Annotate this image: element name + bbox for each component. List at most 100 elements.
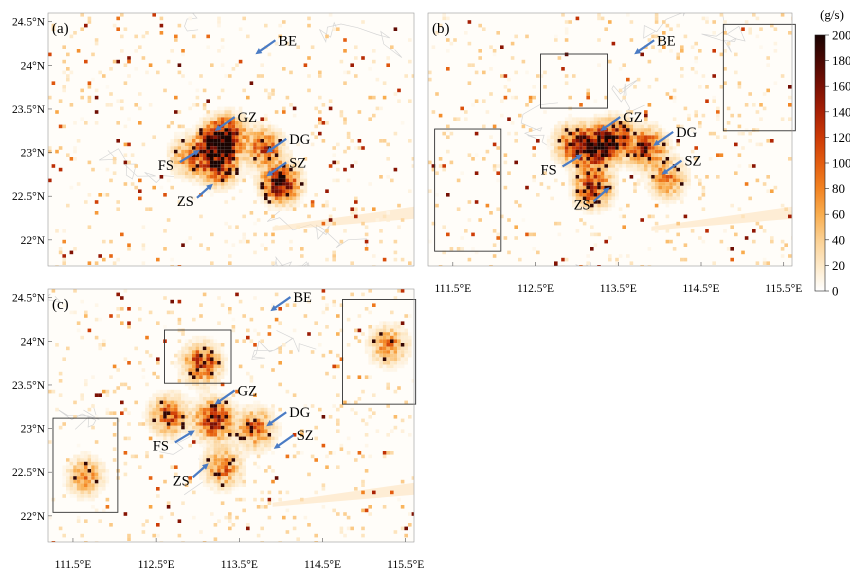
emission-cell [651, 160, 655, 165]
emission-cell [112, 160, 117, 165]
emission-cell [361, 389, 365, 394]
emission-cell [658, 128, 662, 132]
city-arrow [270, 161, 287, 174]
emission-cell [644, 113, 648, 118]
emission-cell [159, 389, 164, 394]
emission-cell [386, 386, 390, 390]
emission-cell [76, 487, 81, 491]
emission-cell [564, 128, 569, 132]
emission-cell [202, 364, 207, 369]
emission-cell [282, 203, 286, 208]
emission-cell [604, 200, 608, 204]
emission-cell [174, 131, 178, 136]
emission-cell [723, 67, 727, 71]
emission-cell [435, 171, 439, 175]
x-tick-label: 111.5°E [55, 559, 92, 571]
emission-cell [282, 135, 286, 139]
emission-cell [228, 487, 232, 491]
emission-cell [339, 110, 344, 114]
emission-cell [604, 135, 608, 139]
emission-cell [238, 59, 243, 64]
emission-cell [238, 483, 243, 487]
emission-cell [264, 185, 268, 190]
emission-cell [665, 164, 670, 168]
emission-cell [235, 117, 239, 121]
emission-cell [231, 411, 236, 415]
emission-cell [249, 211, 254, 215]
emission-cell [672, 182, 677, 186]
emission-cell [568, 135, 572, 139]
emission-cell [615, 261, 619, 265]
emission-cell [532, 175, 536, 179]
emission-cell [231, 393, 236, 397]
emission-cell [242, 447, 246, 451]
emission-cell [600, 153, 605, 157]
emission-cell [382, 321, 387, 325]
emission-cell [199, 404, 203, 408]
emission-cell [647, 103, 652, 107]
emission-cell [206, 411, 210, 415]
emission-cell [246, 415, 250, 419]
emission-cell [87, 193, 92, 197]
highlight-box [52, 417, 119, 513]
emission-cell [123, 142, 128, 147]
emission-cell [256, 465, 261, 469]
emission-cell [604, 185, 608, 190]
emission-cell [260, 131, 264, 136]
emission-cell [105, 479, 110, 484]
emission-cell [285, 490, 290, 495]
city-arrow [174, 432, 191, 444]
emission-cell [364, 339, 369, 343]
emission-cell [199, 214, 203, 219]
emission-cell [170, 142, 174, 147]
emission-cell [80, 483, 84, 487]
emission-cell [177, 146, 182, 150]
emission-cell [184, 400, 189, 405]
emission-cell [177, 425, 182, 430]
emission-cell [586, 92, 590, 96]
emission-cell [572, 171, 576, 175]
emission-cell [195, 415, 200, 419]
emission-cell [228, 157, 232, 161]
emission-cell [446, 193, 450, 197]
emission-cell [177, 135, 182, 139]
emission-cell [586, 211, 590, 215]
emission-cell [152, 393, 156, 397]
emission-cell [80, 299, 84, 304]
emission-cell [159, 541, 164, 542]
emission-cell [264, 211, 268, 215]
emission-cell [636, 131, 641, 136]
emission-cell [76, 461, 81, 466]
emission-cell [393, 346, 398, 351]
emission-cell [184, 483, 189, 487]
emission-cell [166, 167, 171, 172]
emission-cell [647, 142, 652, 147]
city-arrow [196, 186, 210, 199]
y-tick-label: 22.5°N [12, 191, 46, 203]
emission-cell [766, 56, 770, 60]
emission-cell [253, 149, 257, 154]
emission-cell [300, 189, 304, 193]
emission-cell [217, 411, 221, 415]
emission-cell [278, 541, 282, 542]
emission-cell [572, 139, 576, 143]
emission-grid [48, 13, 414, 266]
emission-cell [166, 142, 171, 147]
emission-cell [264, 425, 268, 430]
emission-cell [210, 185, 214, 190]
emission-cell [579, 182, 583, 186]
emission-cell [127, 537, 131, 541]
emission-cell [289, 103, 293, 107]
emission-cell [76, 328, 81, 333]
emission-cell [514, 225, 518, 229]
emission-cell [431, 110, 436, 114]
emission-cell [561, 13, 565, 17]
emission-cell [590, 142, 594, 147]
emission-cell [375, 357, 380, 361]
emission-cell [364, 343, 369, 347]
emission-cell [496, 236, 500, 240]
emission-cell [364, 375, 369, 379]
highlight-box [342, 299, 417, 405]
emission-cell [238, 443, 243, 448]
emission-cell [687, 182, 691, 186]
